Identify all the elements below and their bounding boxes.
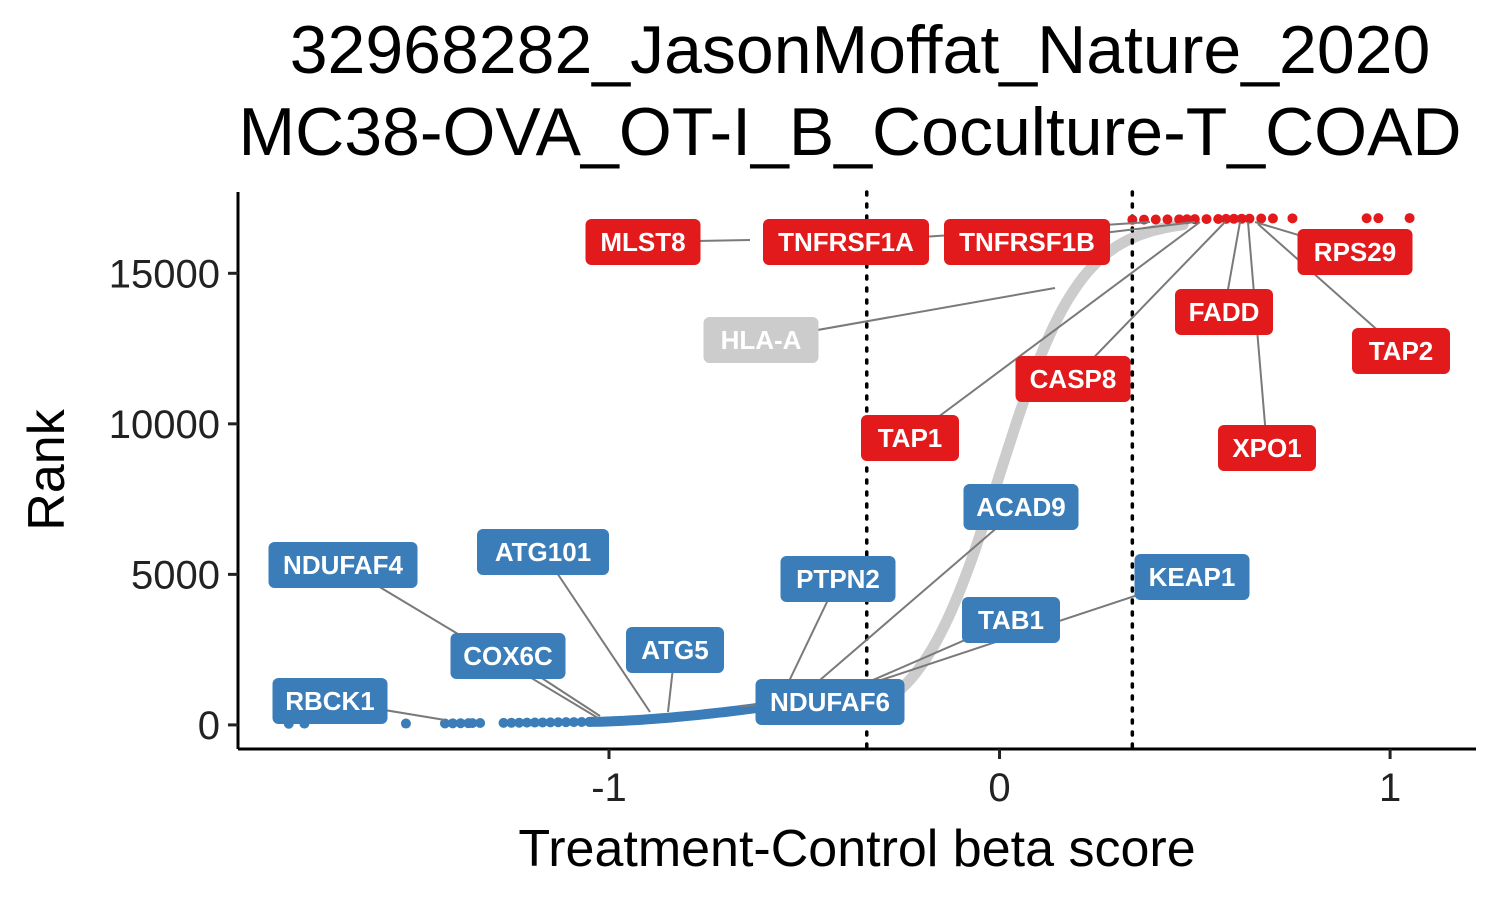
gene-label-text: ACAD9 [976,492,1066,522]
gene-label-text: PTPN2 [796,564,880,594]
gene-label-box [703,317,819,363]
y-tick-label: 5000 [131,553,220,597]
gene-label-box [450,633,566,679]
gene-label-text: NDUFAF6 [770,687,890,717]
gene-label-box [626,627,724,673]
gene-labels: MLST8 TNFRSF1A TNFRSF1B RPS29 FADD TAP2 CASP8 T… [268,219,1450,725]
negative-gene-point [521,717,532,728]
gene-label-text: CASP8 [1030,364,1117,394]
x-axis-title: Treatment-Control beta score [518,820,1195,878]
gene-label-text: FADD [1189,297,1260,327]
gene-label-box [780,556,896,602]
chart-title-line-1: 32968282_JasonMoffat_Nature_2020 [289,12,1431,88]
gene-label-text: HLA-A [721,325,802,355]
positive-gene-point [1201,214,1212,225]
gene-label-box [944,219,1110,265]
gene-label-box [1297,229,1413,275]
positive-gene-point [1228,213,1239,224]
label-connector [819,506,1022,681]
gene-label-box [268,542,418,588]
threshold-lines [865,190,1135,751]
negative-gene-point [400,718,411,729]
negative-gene-point [568,717,579,728]
chart-title-line-2: MC38-OVA_OT-I_B_Coculture-T_COAD [238,94,1462,170]
negative-gene-point [545,717,556,728]
negative-gene-point [506,717,517,728]
x-tick-label: -1 [591,766,627,810]
negative-gene-point [576,716,587,727]
data-points [283,213,1415,729]
gene-label-box [755,679,905,725]
gene-label-box [861,415,959,461]
x-tick-label: 1 [1379,766,1401,810]
gene-label-text: RBCK1 [285,686,375,716]
gene-label-box [272,678,388,724]
gene-label-text: RPS29 [1314,237,1396,267]
gene-label-text: MLST8 [600,227,685,257]
gene-label-text: COX6C [463,641,553,671]
gene-label-text: TAB1 [978,605,1044,635]
positive-gene-point [1174,214,1185,225]
positive-gene-point [1150,214,1161,225]
positive-gene-point [1287,213,1298,224]
gene-label-box [1134,554,1250,600]
label-connector [542,551,651,713]
negative-gene-band [584,701,771,727]
negative-gene-point [467,718,478,729]
gene-label-text: TAP1 [878,423,943,453]
gene-label-box [1218,425,1316,471]
negative-gene-point [475,717,486,728]
positive-gene-point [1267,213,1278,224]
y-tick-label: 10000 [109,403,220,447]
x-tick-label: 0 [988,766,1010,810]
positive-gene-point [1221,213,1232,224]
label-connector [909,221,1201,439]
negative-gene-point [514,717,525,728]
gene-label-text: NDUFAF4 [283,550,403,580]
gene-label-box [1175,289,1273,335]
gene-label-text: TNFRSF1A [778,227,914,257]
negative-gene-point [529,717,540,728]
gene-label-box [963,484,1079,530]
y-tick-label: 15000 [109,252,220,296]
gene-label-box [763,219,929,265]
gene-label-box [1015,356,1131,402]
negative-gene-point [455,718,466,729]
gene-label-text: ATG5 [641,635,708,665]
gene-label-text: TNFRSF1B [959,227,1095,257]
y-tick-label: 0 [198,704,220,748]
negative-gene-point [537,717,548,728]
positive-gene-point [1213,213,1224,224]
negative-gene-point [553,717,564,728]
negative-gene-point [561,717,572,728]
gene-label-text: XPO1 [1232,433,1301,463]
positive-gene-point [1244,213,1255,224]
y-axis-title: Rank [18,408,76,530]
positive-gene-point [1162,214,1173,225]
gene-label-text: TAP2 [1369,336,1434,366]
positive-gene-point [1236,213,1247,224]
negative-gene-point [498,717,509,728]
gene-label-box [477,529,609,575]
gene-label-box [1352,328,1450,374]
positive-gene-point [1373,213,1384,224]
gene-label-box [585,219,701,265]
positive-gene-point [1404,213,1415,224]
negative-gene-point [439,718,450,729]
axes [236,192,1476,751]
positive-gene-point [1256,213,1267,224]
label-connector [1072,221,1226,380]
negative-gene-point [447,718,458,729]
positive-gene-point [1361,213,1372,224]
axis-ticks: -1 0 1 0 5000 10000 15000 [109,252,1401,810]
gene-label-text: ATG101 [495,537,591,567]
gene-label-text: KEAP1 [1149,562,1236,592]
gene-label-box [962,597,1060,643]
